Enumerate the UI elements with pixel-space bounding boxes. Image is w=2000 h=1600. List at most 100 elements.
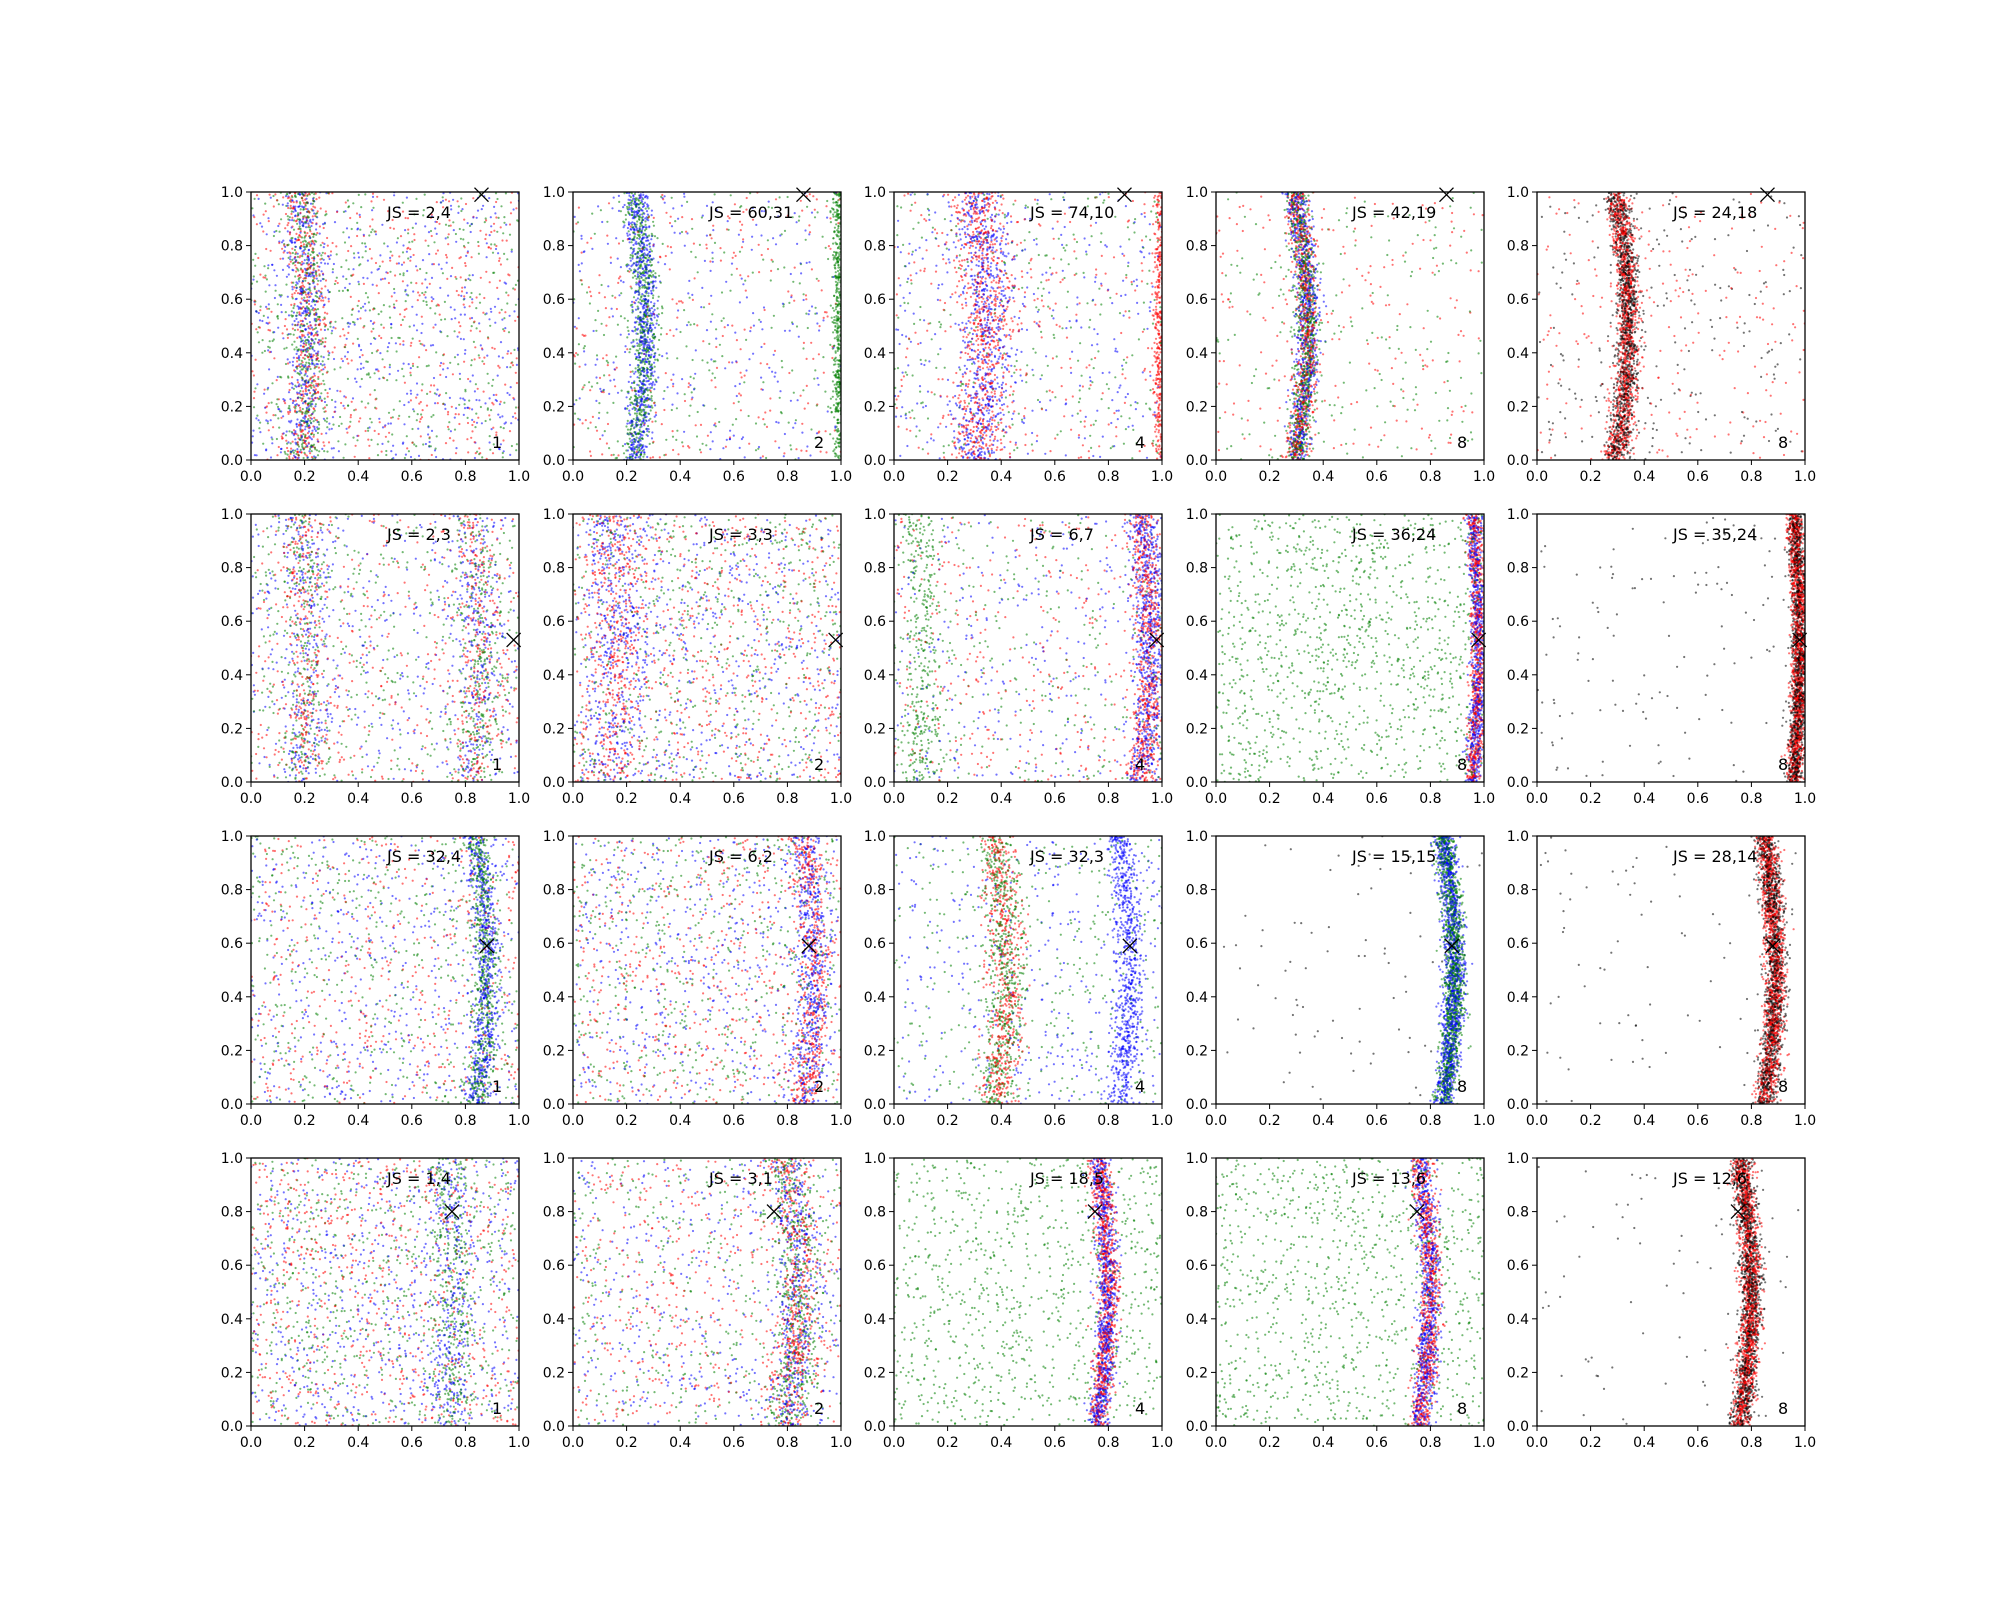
- data-point: [305, 437, 308, 440]
- data-point: [759, 362, 762, 365]
- data-point: [637, 349, 640, 352]
- data-point: [634, 274, 637, 278]
- data-point: [423, 344, 426, 347]
- data-point: [313, 327, 316, 331]
- data-point: [708, 369, 711, 372]
- data-point: [292, 228, 296, 231]
- data-point: [513, 288, 517, 291]
- data-point: [270, 436, 273, 439]
- data-point: [282, 196, 285, 199]
- data-point: [309, 378, 312, 381]
- data-point: [311, 215, 314, 218]
- data-point: [833, 337, 836, 340]
- data-point: [759, 456, 762, 459]
- data-point: [320, 261, 323, 264]
- data-point: [307, 407, 311, 410]
- data-point: [641, 216, 644, 220]
- data-point: [514, 406, 518, 409]
- data-point: [833, 230, 836, 233]
- data-point: [835, 383, 839, 386]
- data-point: [255, 454, 258, 457]
- data-point: [294, 441, 297, 444]
- data-point: [280, 435, 283, 438]
- data-point: [293, 319, 296, 323]
- data-point: [446, 335, 449, 338]
- data-point: [334, 279, 337, 283]
- data-point: [507, 331, 511, 334]
- data-point: [325, 432, 328, 435]
- data-point: [327, 297, 330, 300]
- data-point: [580, 237, 583, 240]
- data-point: [467, 241, 470, 244]
- data-point: [332, 262, 335, 266]
- data-point: [345, 227, 349, 230]
- data-point: [791, 216, 794, 219]
- data-point: [369, 342, 372, 345]
- data-point: [818, 325, 821, 328]
- data-point: [348, 282, 351, 285]
- data-point: [646, 244, 649, 247]
- data-point: [447, 428, 450, 431]
- data-point: [761, 328, 764, 331]
- data-point: [796, 399, 799, 402]
- data-point: [464, 279, 467, 282]
- data-point: [735, 418, 738, 421]
- data-point: [333, 368, 336, 371]
- data-point: [265, 278, 268, 281]
- data-point: [624, 407, 627, 411]
- data-point: [390, 336, 393, 340]
- data-point: [739, 409, 743, 412]
- data-point: [644, 353, 648, 356]
- data-point: [318, 370, 321, 373]
- data-point: [646, 322, 649, 325]
- data-point: [351, 397, 355, 400]
- data-point: [306, 201, 309, 204]
- data-point: [294, 456, 297, 459]
- data-point: [319, 244, 322, 247]
- data-point: [309, 310, 312, 314]
- data-point: [362, 276, 365, 279]
- data-point: [359, 385, 362, 388]
- data-point: [295, 289, 298, 292]
- data-point: [270, 401, 273, 404]
- data-point: [624, 443, 627, 446]
- data-point: [302, 334, 305, 337]
- data-point: [298, 312, 301, 315]
- data-point: [835, 329, 838, 332]
- data-point: [454, 317, 457, 320]
- data-point: [295, 425, 299, 428]
- data-point: [647, 283, 650, 286]
- data-point: [694, 256, 697, 259]
- data-point: [441, 272, 444, 275]
- data-point: [315, 362, 318, 366]
- data-point: [825, 311, 828, 314]
- data-point: [633, 262, 636, 265]
- data-point: [430, 296, 433, 299]
- data-point: [646, 455, 649, 459]
- data-point: [283, 347, 286, 350]
- data-point: [397, 417, 400, 420]
- data-point: [344, 443, 347, 446]
- data-point: [691, 227, 694, 230]
- data-point: [297, 424, 301, 427]
- data-point: [286, 295, 289, 298]
- data-point: [615, 355, 618, 358]
- data-point: [422, 443, 425, 446]
- data-point: [335, 245, 338, 248]
- data-point: [322, 417, 325, 420]
- data-point: [309, 202, 313, 205]
- data-point: [328, 387, 331, 390]
- data-point: [838, 258, 841, 261]
- data-point: [358, 213, 361, 216]
- data-point: [303, 441, 306, 444]
- data-point: [833, 309, 836, 312]
- data-point: [318, 383, 321, 386]
- data-point: [457, 294, 460, 297]
- data-point: [409, 344, 412, 347]
- data-point: [334, 406, 337, 409]
- data-point: [368, 309, 371, 312]
- data-point: [359, 367, 362, 370]
- data-point: [737, 400, 740, 403]
- data-point: [466, 251, 469, 254]
- data-point: [327, 350, 330, 353]
